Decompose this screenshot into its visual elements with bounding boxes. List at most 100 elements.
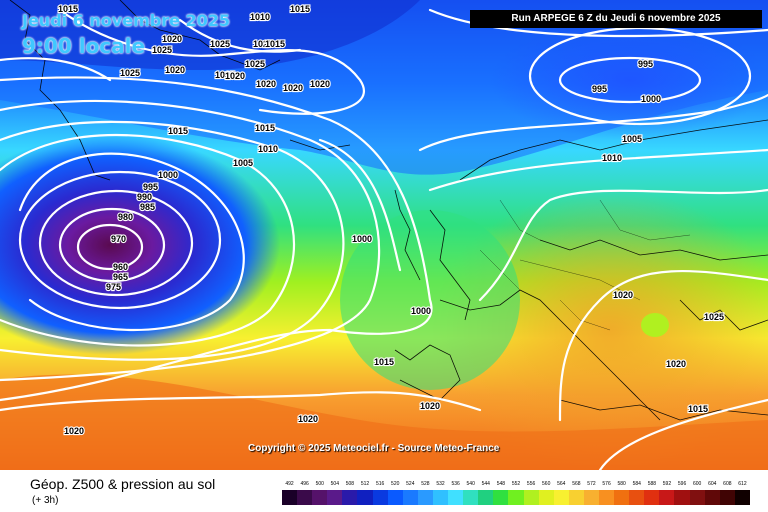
scale-swatch [674,490,690,505]
scale-label: 500 [315,481,324,487]
legend-footer: Géop. Z500 & pression au sol (+ 3h) 492 4… [0,470,768,512]
scale-swatch [734,490,750,505]
color-scale-bar [282,490,750,505]
scale-label: 584 [632,481,641,487]
scale-label: 556 [526,481,536,487]
scale-label: 580 [617,481,626,487]
isobar-label: 1020 [613,290,633,300]
scale-label: 512 [360,481,370,487]
isobar-label: 960 [113,262,128,272]
isobar-label: 1015 [265,39,285,49]
isobar-label: 1015 [255,123,275,133]
isobar-label: 1025 [152,45,172,55]
scale-swatch [342,490,358,505]
model-run-label: Run ARPEGE 6 Z du Jeudi 6 novembre 2025 [470,10,762,28]
scale-swatch [372,490,388,505]
scale-label: 520 [391,481,400,487]
scale-swatch [629,490,645,505]
scale-label: 568 [572,481,581,487]
isobar-label: 1025 [245,59,265,69]
isobar-label: 1015 [374,357,394,367]
scale-label: 508 [345,481,355,487]
scale-swatch [432,490,449,505]
isobar-label: 985 [140,202,155,212]
isobar-label: 1010 [258,144,278,154]
scale-swatch [357,490,373,505]
scale-label: 612 [738,481,747,487]
scale-swatch [387,490,403,505]
scale-label: 532 [436,481,445,487]
scale-swatch [583,490,599,505]
isobar-label: 1020 [310,79,330,89]
isobar-label: 995 [638,59,653,69]
scale-swatch [448,490,464,505]
isobar-label: 965 [113,272,128,282]
isobar-label: 1025 [215,70,235,80]
isobar-label: 1015 [168,126,188,136]
isobar-label: 1020 [64,426,84,436]
scale-label: 516 [375,481,385,487]
scale-swatch [568,490,584,505]
scale-label: 600 [692,481,702,487]
scale-label: 528 [421,481,430,487]
scale-label: 560 [542,481,551,487]
scale-swatch [508,490,524,505]
scale-swatch [282,490,298,505]
copyright-notice: Copyright © 2025 Meteociel.fr - Source M… [248,443,500,454]
scale-swatch [417,490,433,505]
isobar-label: 1000 [158,170,178,180]
isobar-label: 1000 [641,94,661,104]
isobar-label: 1015 [58,4,78,14]
scale-label: 496 [300,481,309,487]
scale-label: 544 [481,481,490,487]
isobar-label: 1020 [162,34,182,44]
scale-label: 536 [451,481,460,487]
isobar-label: 980 [118,212,133,222]
scale-swatch [689,490,705,505]
scale-swatch [402,490,418,505]
scale-swatch [553,490,569,505]
scale-label: 564 [557,481,566,487]
scale-swatch [719,490,735,505]
isobar-label: 1015 [290,4,310,14]
color-scale-labels: 492 496 500 504 508 512 516 520 524 528 532 536 540 5… [282,480,750,490]
isobar-label: 1010 [602,153,622,163]
isobar-label: 995 [592,84,607,94]
scale-label: 572 [587,481,596,487]
isobar-label: 990 [137,192,152,202]
scale-swatch [312,490,328,505]
forecast-time: 9:00 locale [22,34,146,58]
scale-swatch [493,490,509,505]
scale-label: 504 [330,481,339,487]
isobar-label: 1020 [256,79,276,89]
scale-label: 608 [723,481,732,487]
isobar-label: 1010 [250,12,270,22]
isobar-label: 975 [106,282,121,292]
isobar-label: 1015 [688,404,708,414]
scale-label: 604 [708,481,717,487]
isobar-label: 995 [143,182,158,192]
scale-swatch [327,490,343,505]
isobar-label: 970 [111,234,126,244]
scale-label: 596 [677,481,687,487]
scale-swatch [463,490,479,505]
isobar-label: 1000 [352,234,372,244]
isobar-label: 1025 [253,39,273,49]
scale-swatch [704,490,720,505]
isobar-label: 1005 [233,158,253,168]
scale-label: 552 [511,481,521,487]
isobar-label: 1020 [666,359,686,369]
scale-swatch [614,490,630,505]
isobar-label: 1025 [120,68,140,78]
isobar-label: 1020 [420,401,440,411]
isobar-label: 1020 [165,65,185,75]
scale-swatch [659,490,675,505]
scale-swatch [598,490,615,505]
scale-label: 592 [662,481,672,487]
scale-label: 548 [496,481,506,487]
forecast-date: Jeudi 6 novembre 2025 [22,11,231,30]
scale-swatch [538,490,554,505]
scale-label: 588 [647,481,657,487]
scale-label: 540 [466,481,475,487]
